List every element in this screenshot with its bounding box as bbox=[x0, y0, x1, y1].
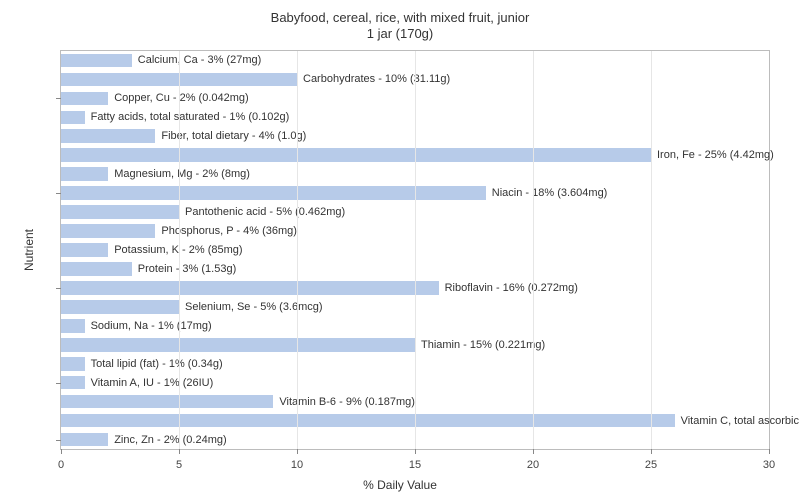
x-tick-label: 25 bbox=[645, 459, 657, 471]
gridline bbox=[415, 51, 416, 449]
x-tick-label: 15 bbox=[409, 459, 421, 471]
gridline bbox=[297, 51, 298, 449]
bar-label: Total lipid (fat) - 1% (0.34g) bbox=[91, 358, 223, 370]
bar-label: Sodium, Na - 1% (17mg) bbox=[91, 320, 212, 332]
bar-label: Magnesium, Mg - 2% (8mg) bbox=[114, 168, 250, 180]
chart-title-line1: Babyfood, cereal, rice, with mixed fruit… bbox=[271, 10, 530, 25]
x-tick-label: 10 bbox=[291, 459, 303, 471]
bar bbox=[61, 281, 439, 295]
x-tick bbox=[769, 449, 770, 454]
bar-label: Zinc, Zn - 2% (0.24mg) bbox=[114, 434, 226, 446]
bar-label: Fatty acids, total saturated - 1% (0.102… bbox=[91, 111, 290, 123]
x-tick bbox=[651, 449, 652, 454]
bar bbox=[61, 300, 179, 314]
y-tick bbox=[56, 193, 61, 194]
bar bbox=[61, 414, 675, 428]
x-axis-label: % Daily Value bbox=[0, 478, 800, 492]
x-tick bbox=[297, 449, 298, 454]
y-tick bbox=[56, 383, 61, 384]
chart-title: Babyfood, cereal, rice, with mixed fruit… bbox=[0, 10, 800, 43]
bar bbox=[61, 433, 108, 447]
y-tick bbox=[56, 440, 61, 441]
bar bbox=[61, 129, 155, 143]
bar-label: Phosphorus, P - 4% (36mg) bbox=[161, 225, 297, 237]
bar-label: Selenium, Se - 5% (3.6mcg) bbox=[185, 301, 323, 313]
bar-label: Vitamin C, total ascorbic acid - 26% (15… bbox=[681, 415, 800, 427]
x-tick bbox=[533, 449, 534, 454]
bar bbox=[61, 376, 85, 390]
bar bbox=[61, 186, 486, 200]
x-tick-label: 30 bbox=[763, 459, 775, 471]
y-tick bbox=[56, 98, 61, 99]
bar bbox=[61, 111, 85, 125]
y-axis-label: Nutrient bbox=[22, 229, 36, 271]
bar bbox=[61, 243, 108, 257]
plot-area: Calcium, Ca - 3% (27mg) Carbohydrates - 1… bbox=[60, 50, 770, 450]
bar bbox=[61, 92, 108, 106]
bar bbox=[61, 54, 132, 68]
bar-label: Pantothenic acid - 5% (0.462mg) bbox=[185, 206, 345, 218]
bar bbox=[61, 262, 132, 276]
bar-label: Carbohydrates - 10% (31.11g) bbox=[303, 73, 450, 85]
gridline bbox=[179, 51, 180, 449]
gridline bbox=[533, 51, 534, 449]
x-tick-label: 20 bbox=[527, 459, 539, 471]
bar-label: Vitamin A, IU - 1% (26IU) bbox=[91, 377, 214, 389]
bar bbox=[61, 148, 651, 162]
nutrient-bar-chart: Babyfood, cereal, rice, with mixed fruit… bbox=[0, 0, 800, 500]
bar bbox=[61, 319, 85, 333]
gridline bbox=[651, 51, 652, 449]
bar-label: Fiber, total dietary - 4% (1.0g) bbox=[161, 130, 306, 142]
x-tick-label: 5 bbox=[176, 459, 182, 471]
bar-label: Iron, Fe - 25% (4.42mg) bbox=[657, 149, 774, 161]
bar bbox=[61, 205, 179, 219]
x-tick bbox=[179, 449, 180, 454]
bar bbox=[61, 224, 155, 238]
bar bbox=[61, 357, 85, 371]
x-tick-label: 0 bbox=[58, 459, 64, 471]
bar-label: Riboflavin - 16% (0.272mg) bbox=[445, 282, 578, 294]
bar-label: Calcium, Ca - 3% (27mg) bbox=[138, 54, 261, 66]
bar bbox=[61, 395, 273, 409]
bar-label: Niacin - 18% (3.604mg) bbox=[492, 187, 608, 199]
bar-label: Thiamin - 15% (0.221mg) bbox=[421, 339, 545, 351]
bar bbox=[61, 338, 415, 352]
bar-label: Protein - 3% (1.53g) bbox=[138, 263, 236, 275]
bar-label: Vitamin B-6 - 9% (0.187mg) bbox=[279, 396, 415, 408]
bar-label: Copper, Cu - 2% (0.042mg) bbox=[114, 92, 249, 104]
chart-title-line2: 1 jar (170g) bbox=[367, 26, 433, 41]
y-tick bbox=[56, 288, 61, 289]
x-tick bbox=[61, 449, 62, 454]
bar bbox=[61, 167, 108, 181]
x-tick bbox=[415, 449, 416, 454]
